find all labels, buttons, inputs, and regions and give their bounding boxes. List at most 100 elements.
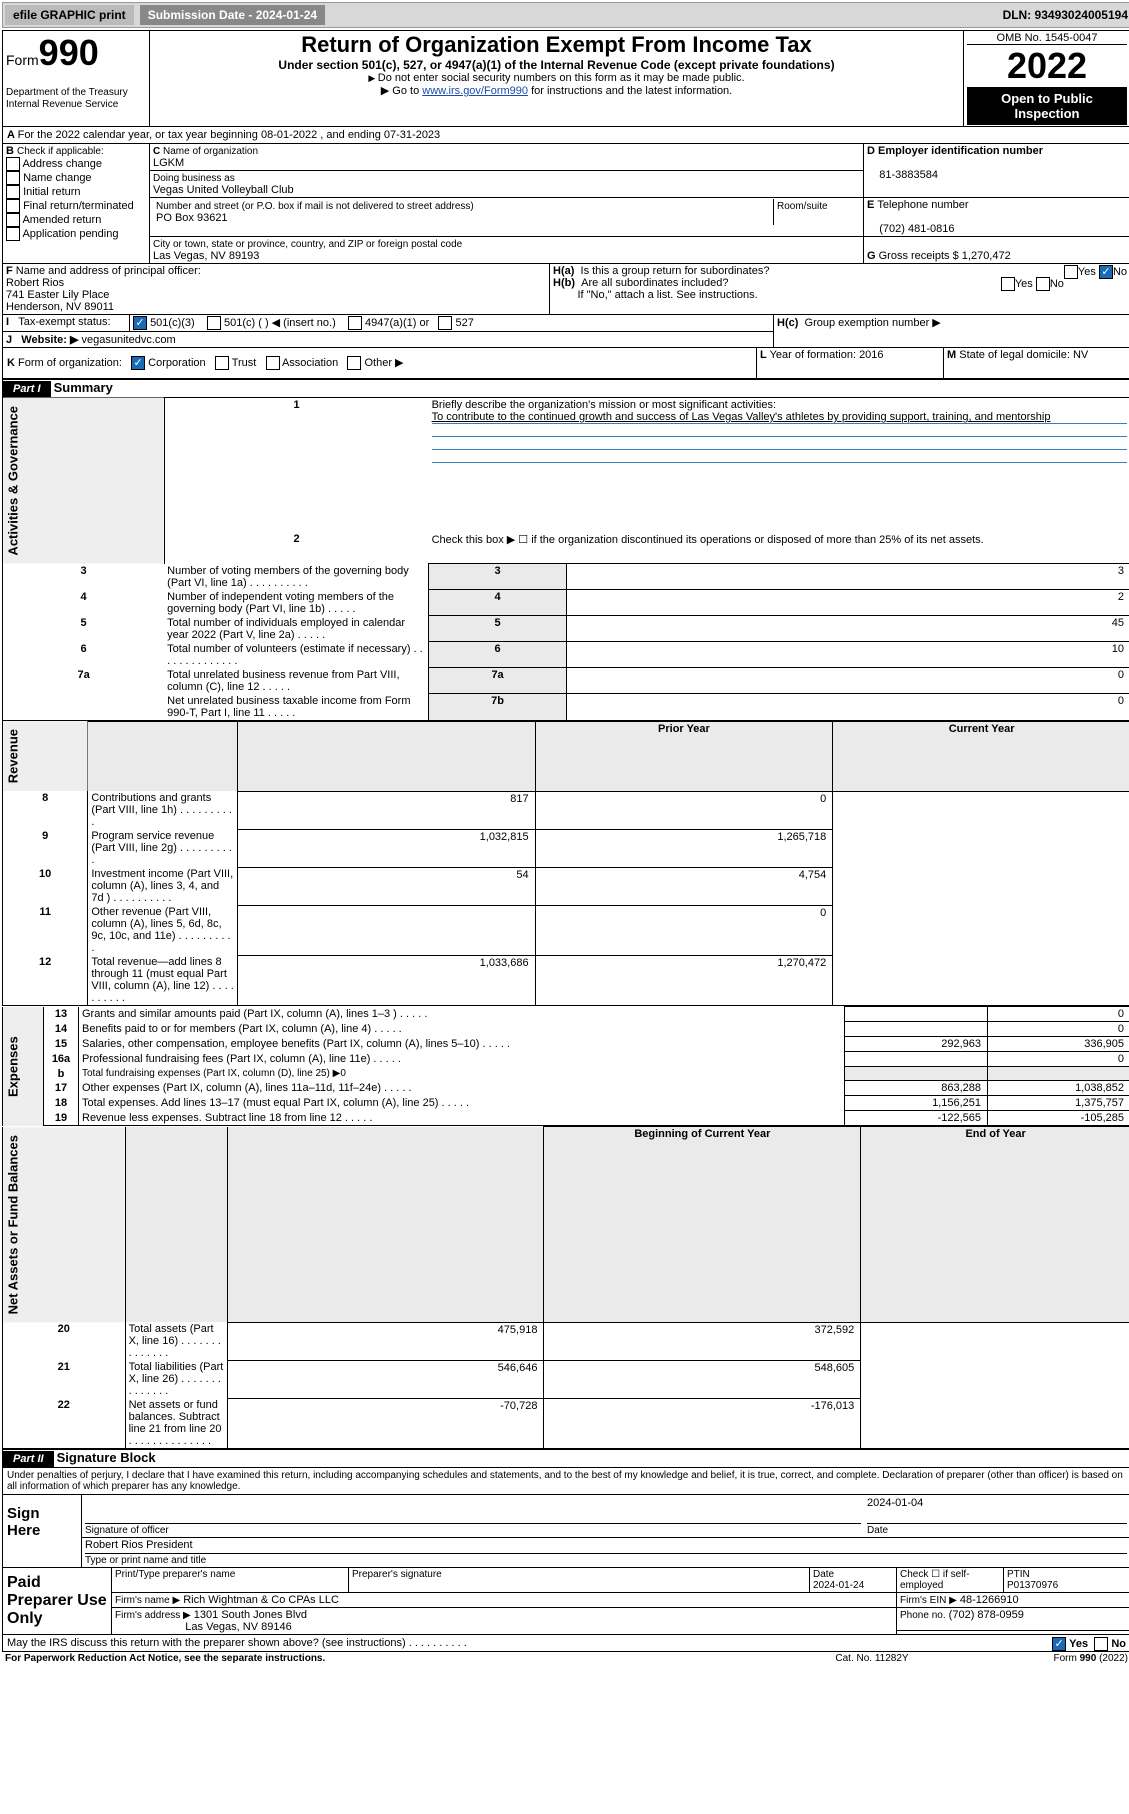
opt-501c: 501(c) ( ) ◀ (insert no.) xyxy=(224,317,336,329)
chk-address-change[interactable] xyxy=(6,157,20,171)
line-a-text: For the 2022 calendar year, or tax year … xyxy=(18,129,441,141)
vlabel-net: Net Assets or Fund Balances xyxy=(3,1127,126,1322)
line1-label: Briefly describe the organization's miss… xyxy=(432,399,776,411)
opt-trust: Trust xyxy=(232,357,257,369)
chk-app-pending[interactable] xyxy=(6,227,20,241)
firm-ein: 48-1266910 xyxy=(960,1594,1019,1606)
firm-phone: (702) 878-0959 xyxy=(949,1609,1024,1621)
opt-corp: Corporation xyxy=(148,357,205,369)
sign-here-label: Sign Here xyxy=(3,1495,82,1568)
ha-yes[interactable] xyxy=(1064,265,1078,279)
part2-title: Signature Block xyxy=(57,1450,156,1465)
b-opt-2: Initial return xyxy=(23,186,80,198)
dba-label: Doing business as xyxy=(153,173,235,184)
opt-other: Other ▶ xyxy=(364,357,403,369)
b-opt-0: Address change xyxy=(22,158,102,170)
netassets-section: Net Assets or Fund Balances Beginning of… xyxy=(2,1126,1129,1449)
ag-line-5: 5 Total number of individuals employed i… xyxy=(3,616,1129,642)
chk-initial-return[interactable] xyxy=(6,185,20,199)
chk-501c[interactable] xyxy=(207,316,221,330)
officer-typed-line: Robert Rios President xyxy=(85,1539,1127,1554)
ag-line-7a: 7a Total unrelated business revenue from… xyxy=(3,668,1129,694)
rev-line-12: 12 Total revenue—add lines 8 through 11 … xyxy=(3,955,1129,1006)
chk-corp[interactable]: ✓ xyxy=(131,356,145,370)
submission-date-button[interactable]: Submission Date - 2024-01-24 xyxy=(140,5,325,25)
open-inspection: Open to Public Inspection xyxy=(967,87,1127,125)
b-opt-3: Final return/terminated xyxy=(23,200,134,212)
form-subtitle: Under section 501(c), 527, or 4947(a)(1)… xyxy=(153,58,960,72)
pp-name-label: Print/Type preparer's name xyxy=(112,1568,349,1593)
status-block: I Tax-exempt status: ✓ 501(c)(3) 501(c) … xyxy=(2,315,1129,348)
activities-governance: Activities & Governance 1 Briefly descri… xyxy=(2,398,1129,721)
d-label: Employer identification number xyxy=(878,145,1043,157)
officer-block: F Name and address of principal officer:… xyxy=(2,264,1129,315)
efile-button[interactable]: efile GRAPHIC print xyxy=(5,5,134,25)
firm-ein-label: Firm's EIN ▶ xyxy=(900,1595,957,1606)
street-address: PO Box 93621 xyxy=(156,212,228,224)
chk-assoc[interactable] xyxy=(266,356,280,370)
cat-no: Cat. No. 11282Y xyxy=(769,1652,975,1665)
exp-line-15: 15 Salaries, other compensation, employe… xyxy=(3,1037,1129,1052)
exp-line-14: 14 Benefits paid to or for members (Part… xyxy=(3,1022,1129,1037)
officer-name: Robert Rios xyxy=(6,277,64,289)
net-line-22: 22 Net assets or fund balances. Subtract… xyxy=(3,1398,1129,1449)
opt-501c3: 501(c)(3) xyxy=(150,317,195,329)
firm-addr-label: Firm's address ▶ xyxy=(115,1610,191,1621)
exp-line-b: b Total fundraising expenses (Part IX, c… xyxy=(3,1067,1129,1081)
exp-line-13: Expenses13 Grants and similar amounts pa… xyxy=(3,1007,1129,1022)
ag-line-6: 6 Total number of volunteers (estimate i… xyxy=(3,642,1129,668)
no-label: No xyxy=(1111,1638,1126,1650)
chk-name-change[interactable] xyxy=(6,171,20,185)
opt-4947: 4947(a)(1) or xyxy=(365,317,429,329)
e-label: Telephone number xyxy=(877,199,968,211)
col-beginning: Beginning of Current Year xyxy=(544,1127,861,1322)
opt-assoc: Association xyxy=(282,357,338,369)
city-label: City or town, state or province, country… xyxy=(153,239,462,250)
col-end: End of Year xyxy=(861,1127,1129,1322)
form-word: Form xyxy=(6,52,39,68)
sig-date-value: 2024-01-04 xyxy=(867,1497,923,1509)
line2-text: Check this box ▶ ☐ if the organization d… xyxy=(429,532,1129,564)
form-header: Form990 Department of the Treasury Inter… xyxy=(2,30,1129,127)
officer-signature-line[interactable] xyxy=(85,1509,861,1524)
line-a: A For the 2022 calendar year, or tax yea… xyxy=(2,127,1129,144)
i-label: Tax-exempt status: xyxy=(18,316,110,328)
chk-other[interactable] xyxy=(347,356,361,370)
b-opt-1: Name change xyxy=(23,172,92,184)
identity-block: B Check if applicable: Address change Na… xyxy=(2,144,1129,264)
hb-label: Are all subordinates included? xyxy=(581,277,728,289)
expenses-section: Expenses13 Grants and similar amounts pa… xyxy=(2,1006,1129,1126)
ptin-value: P01370976 xyxy=(1007,1580,1058,1591)
part1-header: Part I Summary xyxy=(2,379,1129,398)
chk-final-return[interactable] xyxy=(6,199,20,213)
chk-4947[interactable] xyxy=(348,316,362,330)
chk-trust[interactable] xyxy=(215,356,229,370)
ha-no[interactable]: ✓ xyxy=(1099,265,1113,279)
top-toolbar: efile GRAPHIC print Submission Date - 20… xyxy=(2,2,1129,28)
hb-no[interactable] xyxy=(1036,277,1050,291)
j-label: Website: ▶ xyxy=(21,334,78,346)
exp-line-17: 17 Other expenses (Part IX, column (A), … xyxy=(3,1081,1129,1096)
officer-addr2: Henderson, NV 89011 xyxy=(6,301,114,313)
yes-label: Yes xyxy=(1069,1638,1088,1650)
instr-goto-post: for instructions and the latest informat… xyxy=(528,85,732,97)
part2-label: Part II xyxy=(3,1451,54,1467)
ptin-label: PTIN xyxy=(1007,1569,1030,1580)
hb-yes[interactable] xyxy=(1001,277,1015,291)
form-title: Return of Organization Exempt From Incom… xyxy=(153,32,960,58)
sig-officer-label: Signature of officer xyxy=(85,1525,169,1536)
chk-527[interactable] xyxy=(438,316,452,330)
chk-amended[interactable] xyxy=(6,213,20,227)
rev-line-9: 9 Program service revenue (Part VIII, li… xyxy=(3,829,1129,867)
discuss-no[interactable] xyxy=(1094,1637,1108,1651)
c-name-label: Name of organization xyxy=(163,146,258,157)
year-formation: 2016 xyxy=(859,349,883,361)
perjury-declaration: Under penalties of perjury, I declare th… xyxy=(2,1468,1129,1495)
discuss-yes[interactable]: ✓ xyxy=(1052,1637,1066,1651)
f-label: Name and address of principal officer: xyxy=(16,265,201,277)
dba-value: Vegas United Volleyball Club xyxy=(153,184,294,196)
chk-501c3[interactable]: ✓ xyxy=(133,316,147,330)
addr-label: Number and street (or P.O. box if mail i… xyxy=(156,201,474,212)
irs-link[interactable]: www.irs.gov/Form990 xyxy=(422,85,528,97)
ha-label: Is this a group return for subordinates? xyxy=(581,265,770,277)
